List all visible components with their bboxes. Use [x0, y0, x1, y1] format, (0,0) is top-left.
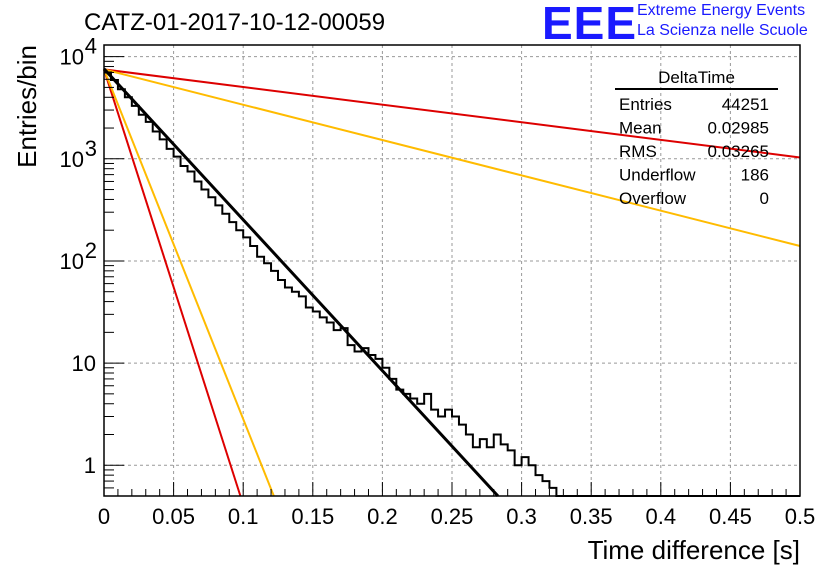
x-tick-label: 0.1: [228, 504, 259, 529]
stats-row-value: 0.02985: [708, 119, 769, 138]
x-tick-label: 0.2: [367, 504, 398, 529]
exponential-curve: [103, 68, 801, 159]
stats-row-label: RMS: [619, 142, 657, 161]
y-tick-exponent: 3: [85, 136, 97, 161]
x-tick-label: 0.45: [709, 504, 752, 529]
y-tick-label: 10: [60, 147, 84, 172]
y-tick-label: 10: [60, 249, 84, 274]
x-tick-label: 0.15: [291, 504, 334, 529]
logo-subtitle-1: Extreme Energy Events: [637, 2, 806, 19]
stats-box: DeltaTime Entries 44251 Mean 0.02985 RMS 0.032…: [615, 68, 778, 208]
y-tick-exponent: 2: [85, 238, 97, 263]
exponential-curve: [103, 69, 242, 497]
fit-line: [102, 67, 500, 498]
exponential-curve: [103, 68, 801, 247]
x-tick-label: 0.4: [646, 504, 677, 529]
x-tick-labels: 0 0.05 0.1 0.15 0.2 0.25 0.3 0.35 0.4 0.45 0.5: [98, 504, 815, 529]
chart-title: CATZ-01-2017-10-12-00059: [84, 9, 386, 36]
y-tick-label: 10: [72, 351, 96, 376]
x-tick-label: 0.35: [570, 504, 613, 529]
x-axis-title: Time difference [s]: [588, 535, 800, 565]
x-tick-label: 0.5: [785, 504, 816, 529]
x-tick-label: 0: [98, 504, 110, 529]
x-tick-label: 0.25: [431, 504, 474, 529]
logo-subtitle-2: La Scienza nelle Scuole: [637, 22, 808, 39]
stats-title: DeltaTime: [658, 68, 735, 87]
exponential-curve: [103, 69, 275, 497]
stats-row-label: Entries: [619, 95, 672, 114]
x-tick-label: 0.05: [152, 504, 195, 529]
reference-curves: [103, 68, 801, 497]
stats-row-value: 186: [741, 166, 769, 185]
stats-row-value: 0.03265: [708, 142, 769, 161]
y-tick-label: 10: [60, 45, 84, 70]
stats-row-label: Underflow: [619, 166, 696, 185]
stats-row-label: Mean: [619, 119, 662, 138]
y-tick-label: 1: [84, 453, 96, 478]
eee-logo: EEE: [542, 0, 638, 49]
y-axis-title: Entries/bin: [12, 45, 42, 168]
y-tick-exponent: 4: [85, 34, 97, 59]
x-tick-label: 0.3: [506, 504, 537, 529]
stats-row-value: 44251: [722, 95, 769, 114]
axis-ticks: [103, 56, 801, 497]
fit-line-segment: [102, 67, 500, 498]
stats-row-label: Overflow: [619, 189, 687, 208]
stats-row-value: 0: [760, 189, 769, 208]
